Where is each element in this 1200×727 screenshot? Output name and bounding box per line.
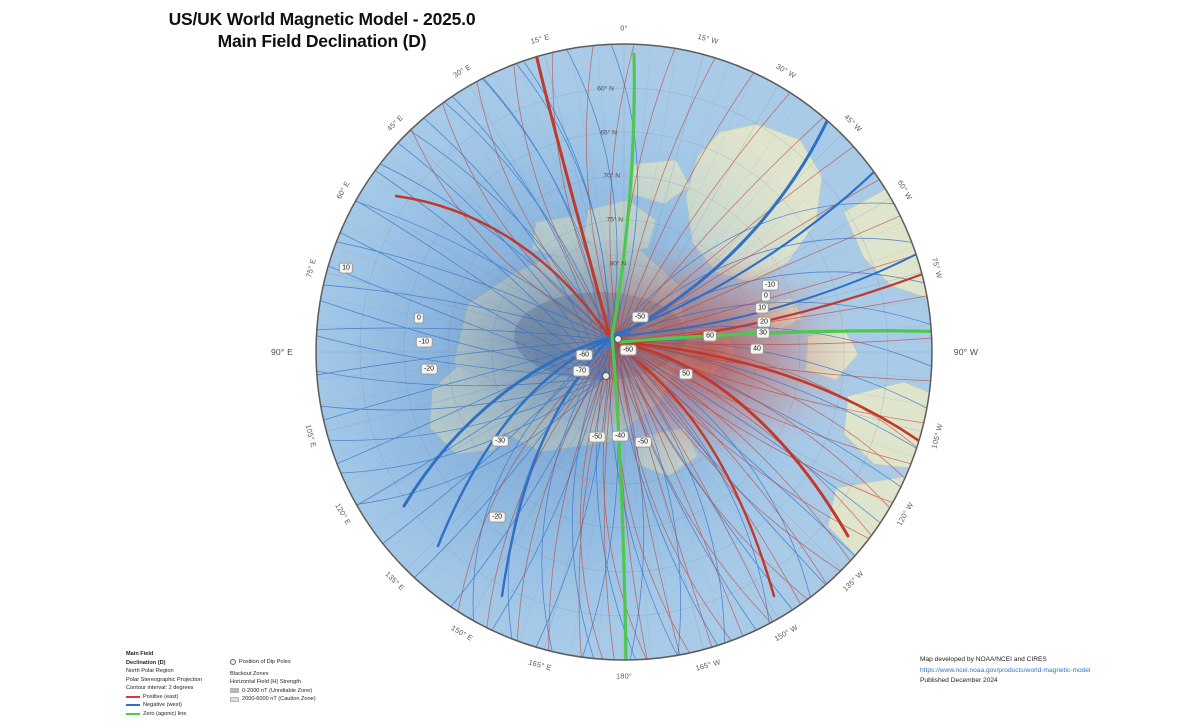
contour-value-label: 10 bbox=[338, 262, 354, 274]
declination-map[interactable]: 10 0 -10 -20 -30 -20 -60 -70 -50 -50 -60 60 50 40 30 20… bbox=[271, 24, 978, 681]
contour-value-label: 30 bbox=[755, 327, 771, 339]
legend-dip-pole-label: Position of Dip Poles bbox=[239, 659, 291, 665]
legend-heading-2: Declination (D) bbox=[126, 659, 166, 666]
unreliable-zone-swatch bbox=[230, 688, 239, 694]
legend-caution-row: 2000-6000 nT (Caution Zone) bbox=[230, 695, 342, 704]
contour-value-label: 60 bbox=[702, 330, 718, 342]
contour-value-label: -20 bbox=[488, 511, 506, 523]
contour-value-label: -60 bbox=[575, 349, 593, 361]
contour-value-label: -50 bbox=[634, 436, 652, 448]
legend-contour-interval: Contour interval: 2 degrees bbox=[126, 685, 194, 691]
legend-zero-label: Zero (agonic) line bbox=[143, 710, 187, 717]
contour-value-label: -60 bbox=[619, 344, 637, 356]
contour-value-label: 0 bbox=[413, 312, 425, 324]
legend-dip-pole-row: Position of Dip Poles bbox=[230, 658, 342, 667]
contour-value-label: 40 bbox=[749, 343, 765, 355]
legend-blackout-heading: Blackout Zones bbox=[230, 670, 269, 677]
legend-zero-row: Zero (agonic) line bbox=[126, 710, 226, 719]
contour-value-label: 20 bbox=[756, 316, 772, 328]
latitude-label: 70° N bbox=[603, 172, 621, 180]
map-border bbox=[315, 43, 933, 661]
title-line-1: US/UK World Magnetic Model - 2025.0 bbox=[168, 9, 476, 29]
contour-value-label: -10 bbox=[415, 336, 433, 348]
legend-blackout-sub: Horizontal Field (H) Strength bbox=[230, 679, 301, 685]
contour-value-label: 50 bbox=[678, 368, 694, 380]
title-line-2: Main Field Declination (D) bbox=[217, 31, 427, 52]
dip-pole-icon bbox=[230, 659, 236, 666]
legend-region: North Polar Region bbox=[126, 668, 174, 674]
dip-pole-markers bbox=[602, 335, 622, 380]
legend-column-right: Position of Dip Poles Blackout Zones Hor… bbox=[230, 658, 342, 704]
positive-line-swatch bbox=[126, 695, 140, 698]
contour-value-label: -50 bbox=[631, 311, 649, 323]
credits-developed-by: Map developed by NOAA/NCEI and CIRES bbox=[920, 656, 1047, 663]
legend-caution-label: 2000-6000 nT (Caution Zone) bbox=[242, 696, 316, 702]
legend-positive-row: Positive (east) bbox=[126, 693, 226, 702]
credits-published: Published December 2024 bbox=[920, 677, 998, 685]
contour-value-label: -30 bbox=[491, 435, 509, 447]
legend-positive-label: Positive (east) bbox=[143, 693, 179, 700]
legend-column-left: Main Field Declination (D) North Polar R… bbox=[126, 650, 226, 718]
contour-value-label: 10 bbox=[754, 302, 770, 314]
negative-contours-thin bbox=[316, 44, 932, 660]
latitude-label: 60° N bbox=[597, 85, 614, 93]
latitude-label: 65° N bbox=[600, 129, 617, 137]
longitude-label: 180° bbox=[615, 671, 633, 681]
contour-value-label: -40 bbox=[611, 430, 629, 442]
legend-negative-row: Negative (west) bbox=[126, 701, 226, 710]
agonic-zero-line bbox=[610, 52, 932, 660]
map-credits: Map developed by NOAA/NCEI and CIRES htt… bbox=[920, 655, 1150, 687]
legend-projection: Polar Stereographic Projection bbox=[126, 676, 202, 683]
legend-unreliable-label: 0-2000 nT (Unreliable Zone) bbox=[242, 687, 313, 694]
legend-heading-1: Main Field bbox=[126, 651, 154, 657]
caution-zone-swatch bbox=[230, 696, 239, 702]
legend-negative-label: Negative (west) bbox=[143, 702, 182, 708]
contour-value-label: -70 bbox=[572, 365, 590, 377]
zero-line-swatch bbox=[126, 712, 140, 715]
contour-value-label: -50 bbox=[588, 431, 606, 443]
contour-value-label: -10 bbox=[761, 279, 779, 291]
latitude-label: 80° N bbox=[609, 260, 627, 268]
longitude-label: 90° E bbox=[270, 347, 294, 357]
map-legend: Main Field Declination (D) North Polar R… bbox=[126, 650, 342, 717]
negative-field-shading bbox=[316, 66, 842, 660]
contour-value-label: -20 bbox=[420, 363, 438, 375]
page-title: US/UK World Magnetic Model - 2025.0 Main… bbox=[112, 8, 532, 53]
negative-line-swatch bbox=[126, 704, 140, 707]
contour-value-label: 0 bbox=[760, 290, 772, 302]
legend-unreliable-row: 0-2000 nT (Unreliable Zone) bbox=[230, 687, 342, 696]
longitude-label: 0° bbox=[620, 23, 628, 33]
latitude-label: 75° N bbox=[606, 216, 624, 224]
longitude-label: 90° W bbox=[953, 347, 979, 357]
credits-url-link[interactable]: https://www.ncei.noaa.gov/products/world… bbox=[920, 666, 1091, 674]
